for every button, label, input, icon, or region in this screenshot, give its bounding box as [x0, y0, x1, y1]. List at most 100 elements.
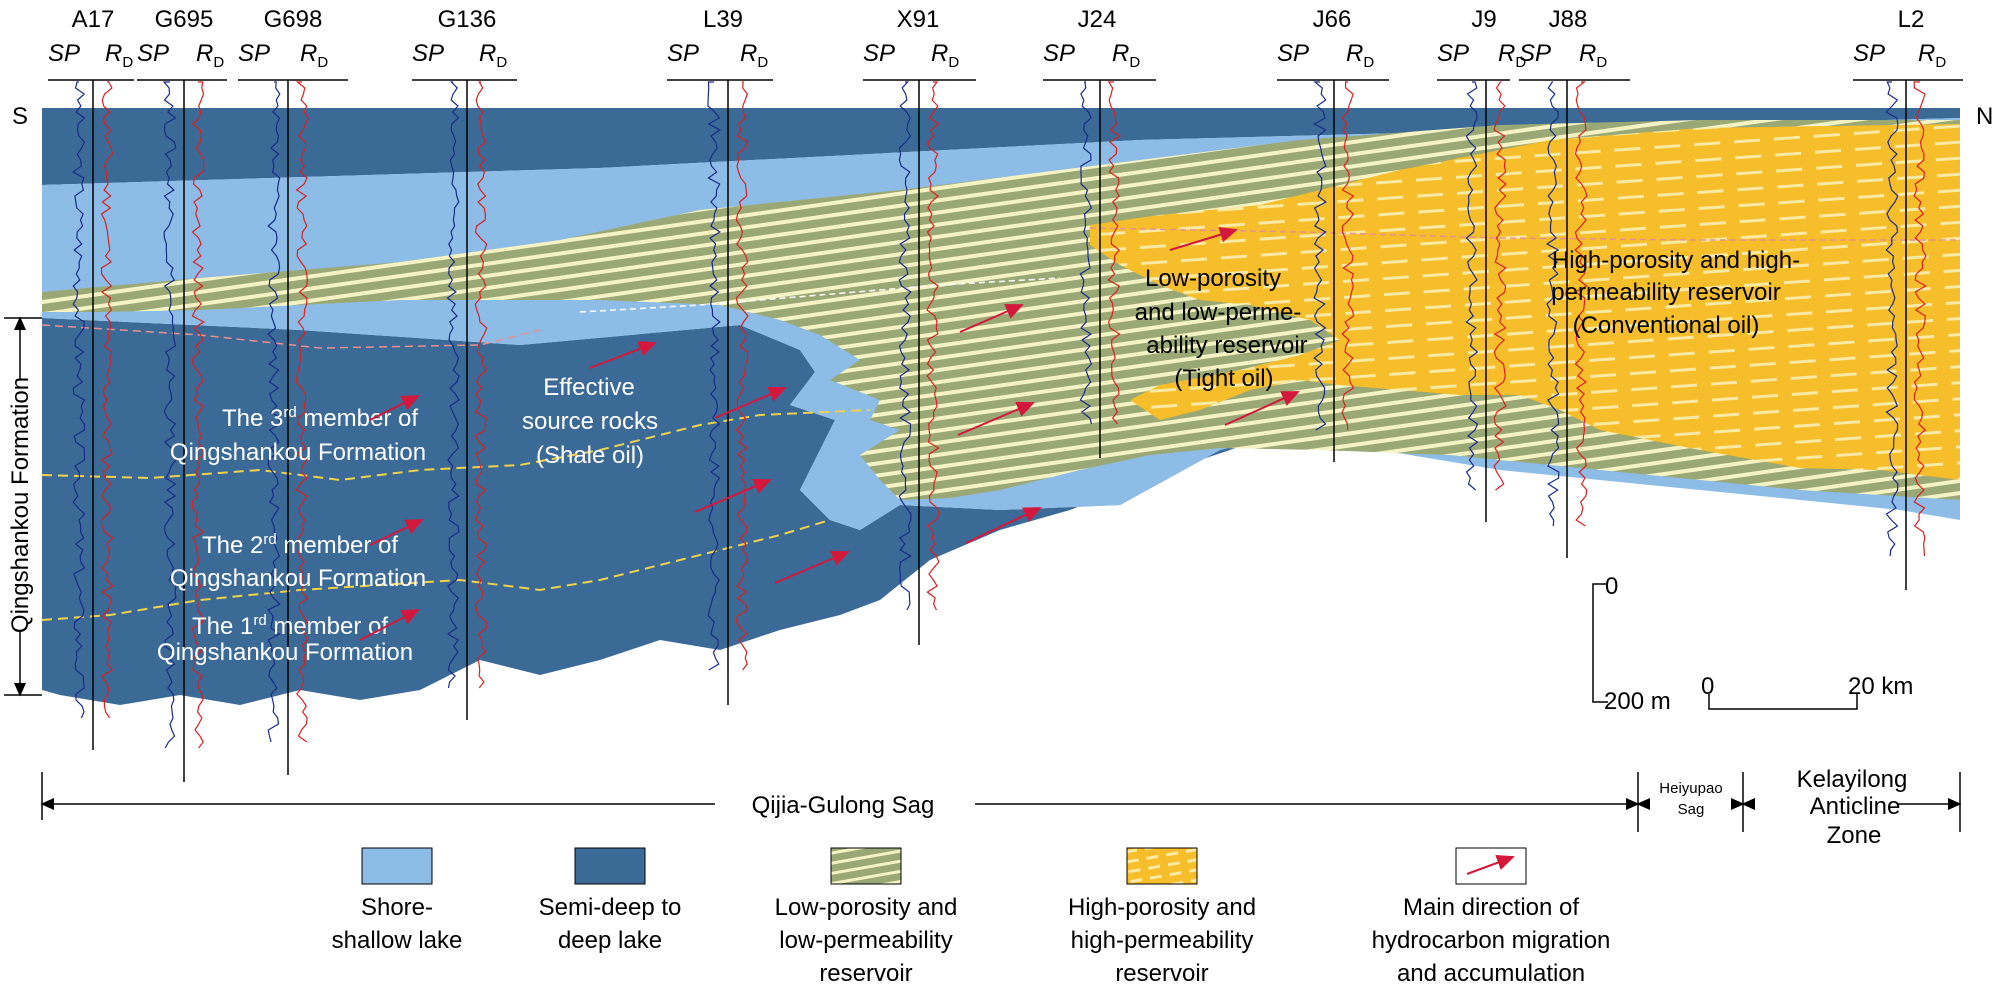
member-1-label-line1: The 1rd member of	[192, 612, 388, 640]
rd-log-curve	[1107, 81, 1122, 425]
zones	[40, 772, 1962, 832]
sp-log-label: SP	[863, 40, 895, 67]
scale-h-left: 0	[1701, 673, 1714, 700]
rd-log-curve	[474, 81, 488, 689]
member-2-label-line1: The 2rd member of	[202, 531, 398, 559]
zone-kelayilong-line1: Kelayilong	[1797, 766, 1908, 793]
migration-arrow	[359, 609, 420, 641]
sp-log-curve	[707, 81, 722, 671]
scale-v-top: 0	[1605, 573, 1618, 600]
rd-log-curve	[735, 81, 749, 671]
well-a17: A17 SP RD	[48, 6, 134, 750]
source-rock-label-line1: Effective	[543, 374, 635, 401]
zone-heiyupao-line2: Sag	[1678, 801, 1705, 818]
conventional-reservoir-body	[1090, 124, 1960, 480]
well-name: L2	[1898, 6, 1925, 33]
legend-tight-line1: Low-porosity and	[775, 894, 958, 921]
legend-conv-line3: reservoir	[1115, 960, 1208, 987]
rd-log-curve	[1913, 81, 1927, 557]
horizontal-scale-bar	[1708, 694, 1858, 710]
legend-deep-line1: Semi-deep to	[539, 894, 682, 921]
zone-kelayilong-line3: Zone	[1827, 822, 1882, 849]
legend-tight-line2: low-permeability	[779, 927, 952, 954]
well-name: G695	[155, 6, 214, 33]
deep-lake-lower-body	[42, 318, 1260, 705]
formation-label: Qingshankou Formation	[7, 377, 34, 633]
legend-swatch-conventional-reservoir	[1126, 847, 1198, 885]
sp-log-label: SP	[238, 40, 270, 67]
member-1-label-line2: Qingshankou Formation	[157, 639, 413, 666]
well-g136: G136 SP RD	[412, 6, 517, 720]
migration-arrow	[369, 395, 420, 421]
member-3-label-line2: Qingshankou Formation	[170, 439, 426, 466]
well-name: J24	[1078, 6, 1117, 33]
migration-arrow	[965, 507, 1042, 544]
legend-shore-line1: Shore-	[361, 894, 433, 921]
rd-log-curve	[1341, 81, 1355, 431]
well-name: J9	[1471, 6, 1496, 33]
compass-north: N	[1976, 103, 1993, 130]
sp-log-label: SP	[1853, 40, 1885, 67]
sp-log-curve	[1545, 81, 1560, 527]
well-name: J88	[1549, 6, 1588, 33]
conventional-label-line3: (Conventional oil)	[1573, 312, 1760, 339]
legend: Shore- shallow lake Semi-deep to deep la…	[332, 847, 1611, 987]
migration-arrow	[369, 519, 424, 546]
formation-bracket: Qingshankou Formation	[4, 316, 42, 697]
rd-log-label: RD	[1579, 40, 1607, 71]
tight-oil-label-line2: and low-perme-	[1135, 299, 1302, 326]
sp-log-label: SP	[1277, 40, 1309, 67]
sp-log-label: SP	[137, 40, 169, 67]
rd-log-label: RD	[105, 40, 133, 71]
rd-log-curve	[100, 81, 114, 719]
geologic-section	[41, 108, 1960, 705]
vertical-scale-bar	[1592, 583, 1608, 703]
rd-log-curve	[1493, 81, 1507, 491]
legend-conv-line1: High-porosity and	[1068, 894, 1256, 921]
rd-log-label: RD	[1112, 40, 1140, 71]
legend-migration-arrow	[1466, 855, 1515, 875]
well-l2: L2 SP RD	[1853, 6, 1963, 590]
rd-log-label: RD	[1346, 40, 1374, 71]
legend-tight-line3: reservoir	[819, 960, 912, 987]
scale-h-right: 20 km	[1848, 673, 1913, 700]
rd-log-curve	[191, 81, 206, 749]
scale-v-bottom: 200 m	[1604, 688, 1671, 715]
well-g695: G695 SP RD	[137, 6, 227, 782]
migration-arrow	[959, 304, 1024, 333]
migration-arrow	[589, 341, 657, 369]
source-rock-label-line3: (Shale oil)	[536, 442, 644, 469]
sp-log-curve	[72, 81, 86, 719]
sp-log-curve	[446, 81, 460, 689]
sp-log-curve	[1313, 81, 1328, 431]
migration-arrow	[1224, 391, 1300, 426]
rd-log-label: RD	[740, 40, 768, 71]
tight-oil-label-line1: Low-porosity	[1145, 265, 1281, 292]
zone-qijia-gulong: Qijia-Gulong Sag	[752, 792, 935, 819]
zone-kelayilong-line2: Anticline	[1810, 793, 1901, 820]
legend-swatch-deep-lake	[574, 847, 646, 885]
migration-arrows	[359, 226, 1300, 641]
well-g698: G698 SP RD	[238, 6, 348, 775]
sp-log-curve	[267, 81, 281, 743]
migration-arrow	[714, 386, 787, 419]
legend-migration-line2: hydrocarbon migration	[1372, 927, 1611, 954]
rd-log-label: RD	[300, 40, 328, 71]
sp-log-label: SP	[412, 40, 444, 67]
legend-swatch-tight-reservoir	[830, 847, 902, 885]
well-name: G136	[438, 6, 497, 33]
sp-log-curve	[1079, 81, 1093, 425]
legend-migration-line3: and accumulation	[1397, 960, 1585, 987]
rd-log-label: RD	[196, 40, 224, 71]
well-name: G698	[264, 6, 323, 33]
rd-log-label: RD	[931, 40, 959, 71]
member-3-label-line1: The 3rd member of	[222, 404, 418, 432]
migration-arrow	[1169, 226, 1238, 251]
reservoir-base-dashed	[41, 324, 541, 349]
sp-log-label: SP	[48, 40, 80, 67]
zone-heiyupao-line1: Heiyupao	[1659, 780, 1722, 797]
